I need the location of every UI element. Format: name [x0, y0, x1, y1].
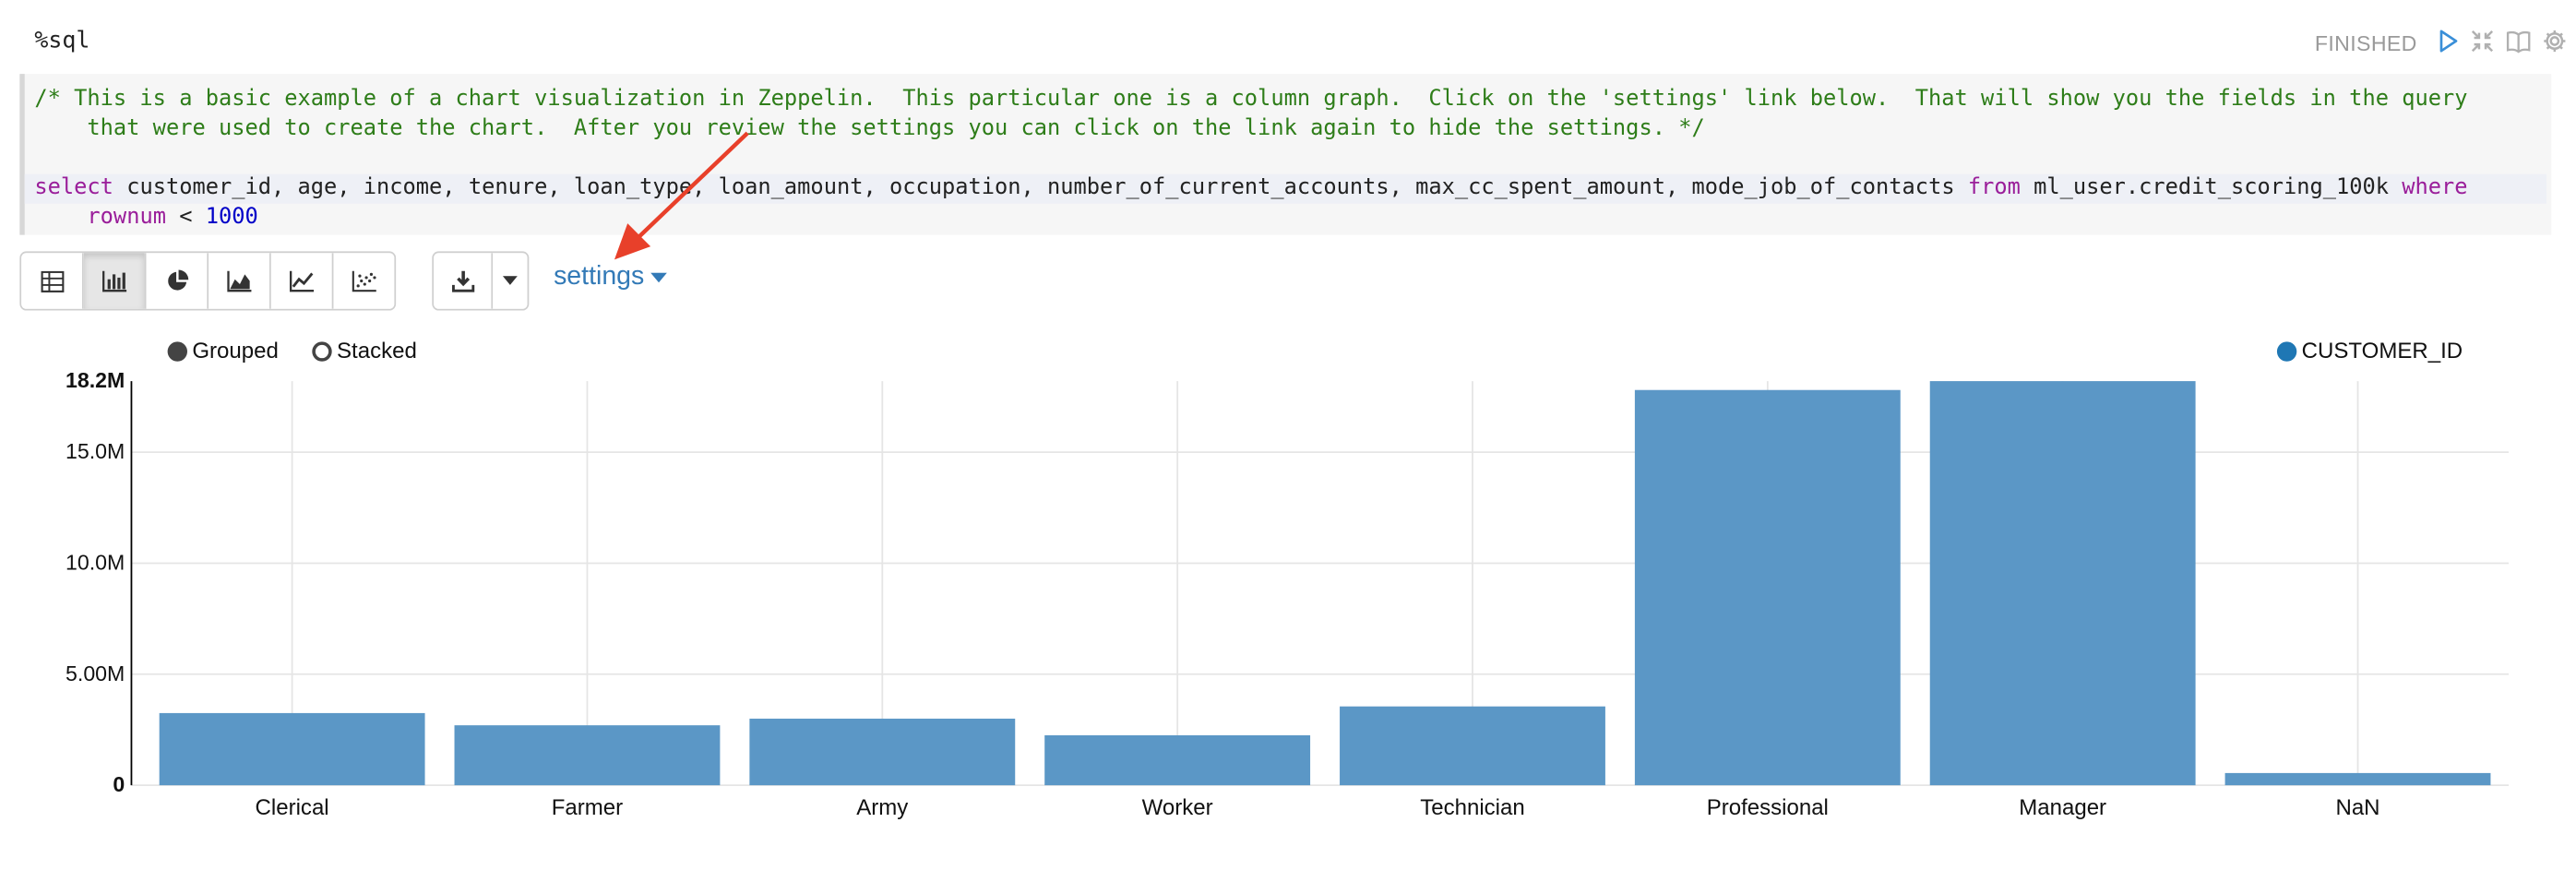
- select-fields: customer_id, age, income, tenure, loan_t…: [113, 175, 1968, 201]
- run-icon[interactable]: [2435, 28, 2461, 54]
- x-tick-label: Manager: [2019, 795, 2106, 820]
- where-value: 1000: [205, 205, 258, 231]
- where-field: rownum: [87, 205, 166, 231]
- caret-down-icon: [650, 272, 668, 283]
- pie-chart-view-button[interactable]: [146, 253, 209, 309]
- chart-legend[interactable]: CUSTOMER_ID: [2276, 338, 2463, 364]
- y-tick-label: 15.0M: [66, 439, 125, 463]
- bar-farmer: [454, 725, 721, 786]
- x-tick-label: Worker: [1142, 795, 1213, 820]
- stacked-option[interactable]: Stacked: [312, 339, 417, 364]
- table-view-button[interactable]: [21, 253, 84, 309]
- code-where-line: rownum < 1000: [34, 206, 257, 231]
- x-tick-label: Clerical: [256, 795, 329, 820]
- collapse-icon[interactable]: [2469, 28, 2495, 54]
- x-tick-label: NaN: [2335, 795, 2379, 820]
- keyword-select: select: [34, 175, 113, 201]
- code-comment-line-2: that were used to create the chart. Afte…: [34, 116, 1705, 142]
- bar-worker: [1044, 734, 1311, 786]
- pie-chart-icon: [167, 269, 188, 291]
- bar-manager: [1929, 381, 2196, 786]
- table-icon: [40, 269, 64, 292]
- area-chart-icon: [226, 270, 251, 292]
- grouped-label: Grouped: [192, 338, 279, 364]
- x-tick-label: Professional: [1707, 795, 1829, 820]
- annotation-arrow: [614, 131, 749, 260]
- where-indent: [34, 206, 87, 231]
- bar-chart-icon: [101, 270, 126, 292]
- y-tick-label: 5.00M: [66, 662, 125, 685]
- scatter-chart-icon: [351, 270, 376, 292]
- code-select-line: select customer_id, age, income, tenure,…: [34, 176, 2467, 201]
- code-comment-line-1: /* This is a basic example of a chart vi…: [34, 87, 2468, 113]
- download-format-dropdown[interactable]: [493, 253, 528, 309]
- stacked-label: Stacked: [337, 338, 417, 364]
- x-tick-label: Farmer: [552, 795, 623, 820]
- download-icon: [451, 270, 474, 292]
- bar-technician: [1340, 706, 1605, 786]
- legend-label: CUSTOMER_ID: [2301, 338, 2463, 364]
- y-tick-label: 18.2M: [66, 368, 125, 392]
- bar-nan: [2224, 772, 2491, 786]
- visualization-toolbar: [19, 251, 397, 311]
- download-button-group: [432, 251, 530, 311]
- bar-chart-view-button[interactable]: [83, 253, 147, 309]
- grouped-option[interactable]: Grouped: [167, 338, 279, 364]
- legend-swatch: [2276, 340, 2297, 361]
- download-button[interactable]: [434, 253, 494, 309]
- where-operator: <: [165, 205, 206, 231]
- grouped-radio[interactable]: [167, 340, 187, 361]
- line-chart-icon: [289, 270, 314, 292]
- stacked-radio[interactable]: [312, 340, 332, 361]
- x-tick-label: Technician: [1420, 795, 1524, 820]
- settings-link[interactable]: settings: [554, 262, 668, 292]
- caret-down-icon: [502, 276, 518, 285]
- scatter-chart-view-button[interactable]: [333, 253, 395, 309]
- status-label: FINISHED: [2314, 30, 2417, 56]
- keyword-from: from: [1967, 175, 2021, 201]
- y-tick-label: 10.0M: [66, 551, 125, 575]
- interpreter-label: %sql: [34, 28, 90, 54]
- table-name: ml_user.credit_scoring_100k: [2020, 175, 2403, 201]
- bar-chart: 0 5.00M 10.0M 15.0M 18.2M Clerical Farmer Army W…: [66, 368, 2509, 820]
- y-tick-label: 0: [113, 772, 125, 796]
- line-chart-view-button[interactable]: [270, 253, 334, 309]
- x-tick-label: Army: [856, 795, 908, 820]
- book-icon[interactable]: [2505, 28, 2531, 54]
- keyword-where: where: [2402, 175, 2468, 201]
- area-chart-view-button[interactable]: [209, 253, 271, 309]
- bar-clerical: [159, 712, 425, 786]
- bar-army: [749, 718, 1016, 786]
- gear-icon[interactable]: [2542, 28, 2568, 54]
- settings-label: settings: [554, 262, 645, 292]
- active-line-highlight: [24, 173, 2546, 204]
- code-editor[interactable]: [19, 74, 2552, 235]
- bar-professional: [1634, 389, 1901, 786]
